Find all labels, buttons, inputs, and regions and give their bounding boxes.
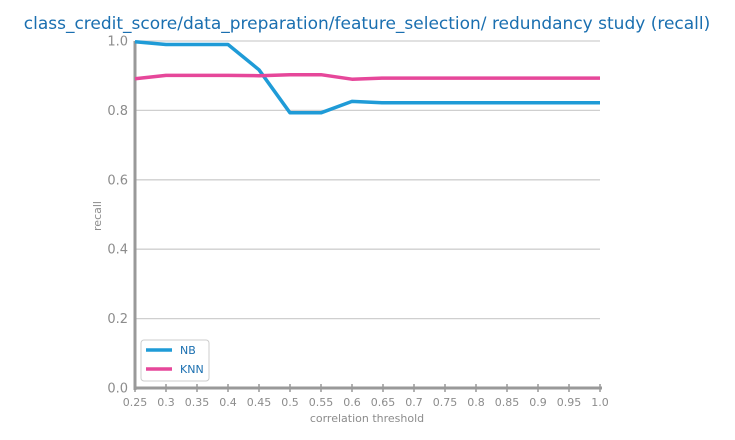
legend-label-nb: NB xyxy=(180,344,196,357)
legend: NB KNN xyxy=(140,339,210,382)
series-line-knn xyxy=(134,72,600,81)
series-line-nb xyxy=(134,39,600,115)
x-tick-label: 0.45 xyxy=(247,396,272,409)
y-tick-label: 0.8 xyxy=(107,104,128,119)
y-tick-label: 0.0 xyxy=(107,382,128,397)
x-tick-label: 0.85 xyxy=(495,396,520,409)
grid-lines xyxy=(135,40,600,320)
x-tick-label: 1.0 xyxy=(591,396,609,409)
x-tick-label: 0.3 xyxy=(157,396,175,409)
x-tick-label: 0.75 xyxy=(433,396,458,409)
x-tick-label: 0.8 xyxy=(467,396,485,409)
axes xyxy=(133,41,602,392)
x-tick-label: 0.55 xyxy=(309,396,334,409)
x-tick-label: 0.6 xyxy=(343,396,361,409)
y-tick-label: 0.6 xyxy=(107,173,128,188)
y-tick-label: 1.0 xyxy=(107,35,128,50)
y-tick-labels: 0.0 0.2 0.4 0.6 0.8 1.0 xyxy=(107,35,128,397)
y-tick-label: 0.4 xyxy=(107,243,128,258)
y-axis-label: recall xyxy=(91,201,104,231)
x-tick-label: 0.25 xyxy=(123,396,148,409)
chart-title: class_credit_score/data_preparation/feat… xyxy=(24,14,711,34)
series-lines xyxy=(134,39,600,115)
x-tick-label: 0.35 xyxy=(185,396,210,409)
x-tick-label: 0.95 xyxy=(557,396,582,409)
x-axis-label: correlation threshold xyxy=(310,412,424,425)
x-tick-label: 0.9 xyxy=(529,396,547,409)
legend-label-knn: KNN xyxy=(180,363,204,376)
x-tick-label: 0.7 xyxy=(405,396,423,409)
x-tick-label: 0.4 xyxy=(219,396,237,409)
x-tick-label: 0.65 xyxy=(371,396,396,409)
x-tick-label: 0.5 xyxy=(281,396,299,409)
y-tick-label: 0.2 xyxy=(107,312,128,327)
x-tick-labels: 0.25 0.3 0.35 0.4 0.45 0.5 0.55 0.6 0.65 0.7 0.75 0… xyxy=(123,396,609,409)
